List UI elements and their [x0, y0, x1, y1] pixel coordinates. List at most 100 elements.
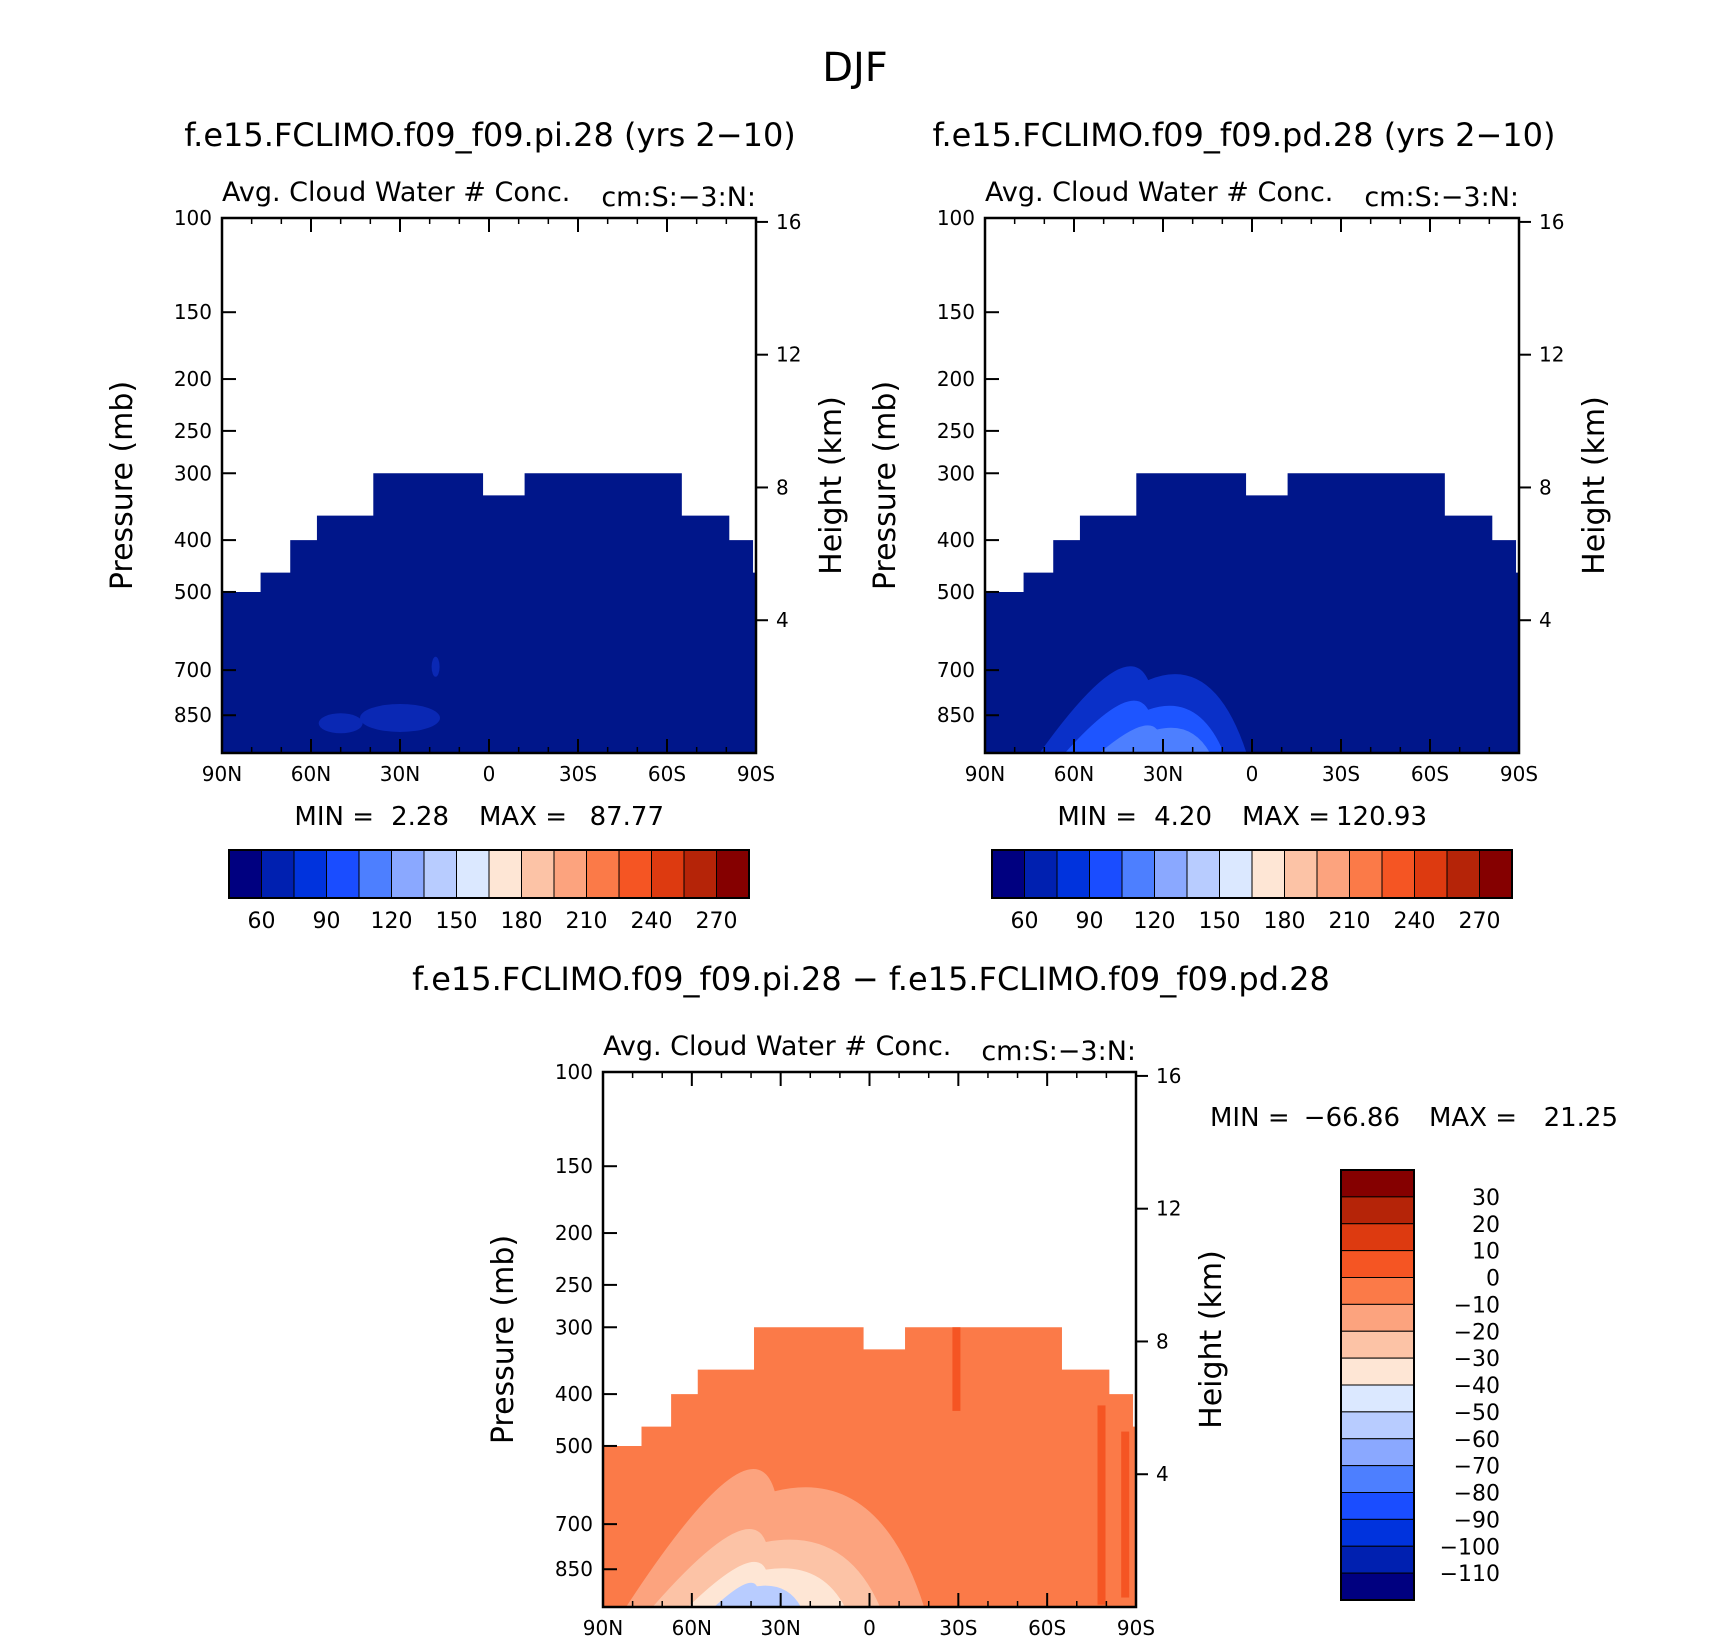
- colorbar-box: [991, 849, 1025, 899]
- min-value: 2.28: [391, 802, 449, 832]
- max-value: 21.25: [1544, 1103, 1618, 1133]
- x-tick-label: 60N: [672, 1616, 712, 1639]
- feature-contour: [431, 656, 440, 677]
- y-tick-label: 700: [937, 658, 975, 682]
- y-tick-label: 850: [937, 703, 975, 727]
- panel-right-title: cm:S:−3:N:: [981, 1036, 1136, 1067]
- colorbar-label: −30: [1454, 1347, 1500, 1372]
- y-tick-label: 300: [174, 461, 212, 485]
- field-features: [1039, 666, 1247, 753]
- positive-streak: [1097, 1405, 1106, 1605]
- x-tick-label: 90S: [1500, 762, 1538, 786]
- colorbar-box: [553, 849, 587, 899]
- x-tick-label: 60N: [291, 762, 331, 786]
- x-tick-label: 0: [1246, 762, 1259, 786]
- colorbar-label: −20: [1454, 1320, 1500, 1345]
- x-tick-label: 60S: [1411, 762, 1449, 786]
- y-tick-label: 200: [937, 367, 975, 391]
- colorbar-label: 150: [436, 909, 478, 934]
- max-label: MAX =: [479, 802, 567, 832]
- y-tick-label: 300: [555, 1315, 593, 1339]
- y-tick-label: 500: [555, 1434, 593, 1458]
- colorbar-label: 180: [501, 909, 543, 934]
- y2-tick-label: 4: [776, 608, 789, 632]
- x-tick-label: 90S: [1117, 1616, 1155, 1639]
- y-tick-label: 250: [174, 419, 212, 443]
- colorbar-box: [326, 849, 360, 899]
- colorbar-label: 60: [1011, 909, 1039, 934]
- x-tick-label: 30N: [760, 1616, 800, 1639]
- colorbar-box: [683, 849, 717, 899]
- colorbar-box: [1186, 849, 1220, 899]
- colorbar-box: [1340, 1545, 1415, 1574]
- y-axis-label: Pressure (mb): [105, 381, 140, 590]
- colorbar-box: [1340, 1438, 1415, 1467]
- colorbar-box: [651, 849, 685, 899]
- colorbar-box: [1446, 849, 1480, 899]
- y-tick-label: 250: [555, 1273, 593, 1297]
- colorbar-box: [1340, 1223, 1415, 1252]
- colorbar-box: [1340, 1250, 1415, 1278]
- x-tick-label: 30N: [1143, 762, 1183, 786]
- y2-tick-label: 8: [1539, 475, 1552, 499]
- colorbar-box: [618, 849, 652, 899]
- max-value: 120.93: [1336, 802, 1427, 832]
- min-label: MIN =: [1057, 802, 1137, 832]
- colorbar-box: [1089, 849, 1123, 899]
- colorbar-box: [1056, 849, 1090, 899]
- colorbar-label: 90: [313, 909, 341, 934]
- max-label: MAX =: [1429, 1103, 1517, 1133]
- feature-contour: [318, 713, 363, 734]
- x-tick-label: 90N: [202, 762, 242, 786]
- colorbar-label: −10: [1454, 1293, 1500, 1318]
- colorbar-box: [1340, 1277, 1415, 1305]
- panel-pd: 90N 60N 30N 0 30S 60S 90S 100 150 200 250 300 400 500…: [868, 177, 1612, 934]
- feature-contour: [1099, 725, 1210, 753]
- y-tick-label: 200: [174, 367, 212, 391]
- positive-streak: [952, 1327, 961, 1411]
- colorbar-box: [1316, 849, 1350, 899]
- panel-pi: 90N 60N 30N 0 30S 60S 90S 100 150 200 250 300 400 500…: [105, 177, 849, 934]
- y-tick-label: 250: [937, 419, 975, 443]
- positive-streak: [1121, 1431, 1130, 1598]
- y-tick-label: 700: [555, 1512, 593, 1536]
- y-tick-label: 200: [555, 1221, 593, 1245]
- colorbar-box: [1479, 849, 1513, 899]
- colorbar-box: [1340, 1303, 1415, 1332]
- colorbar-box: [1340, 1169, 1415, 1198]
- colorbar-label: 240: [631, 909, 673, 934]
- colorbar-box: [1340, 1196, 1415, 1225]
- colorbar-label: 270: [1459, 909, 1501, 934]
- colorbar-box: [358, 849, 392, 899]
- bottom-case-title: f.e15.FCLIMO.f09_f09.pi.28 − f.e15.FCLIM…: [412, 960, 1330, 998]
- colorbar-label: −50: [1454, 1401, 1500, 1426]
- colorbar-label: 240: [1394, 909, 1436, 934]
- feature-contour: [714, 1582, 801, 1607]
- colorbar-label: 90: [1076, 909, 1104, 934]
- colorbar-box: [1121, 849, 1155, 899]
- colorbar-box: [1340, 1330, 1415, 1359]
- colorbar-box: [716, 849, 750, 899]
- colorbar-box: [1340, 1465, 1415, 1493]
- colorbar-box: [1340, 1384, 1415, 1413]
- colorbar-box: [1024, 849, 1058, 899]
- y2-axis-label: Height (km): [1577, 396, 1612, 575]
- panel-right-title: cm:S:−3:N:: [1364, 182, 1519, 213]
- y-tick-label: 100: [174, 206, 212, 230]
- colorbar-box: [228, 849, 262, 899]
- colorbar-box: [1340, 1572, 1415, 1601]
- colorbar-label: −110: [1440, 1562, 1500, 1587]
- x-tick-label: 60N: [1054, 762, 1094, 786]
- min-value: −66.86: [1304, 1103, 1400, 1133]
- y2-tick-label: 8: [1156, 1329, 1169, 1353]
- min-label: MIN =: [1210, 1103, 1290, 1133]
- max-value: 87.77: [590, 802, 664, 832]
- max-label: MAX =: [1242, 802, 1330, 832]
- colorbar-label: 30: [1472, 1186, 1500, 1211]
- colorbar-box: [1414, 849, 1448, 899]
- colorbar-box: [293, 849, 327, 899]
- colorbar-frame: [1340, 1169, 1415, 1601]
- colorbar-box: [1340, 1518, 1415, 1547]
- y2-tick-label: 4: [1539, 608, 1552, 632]
